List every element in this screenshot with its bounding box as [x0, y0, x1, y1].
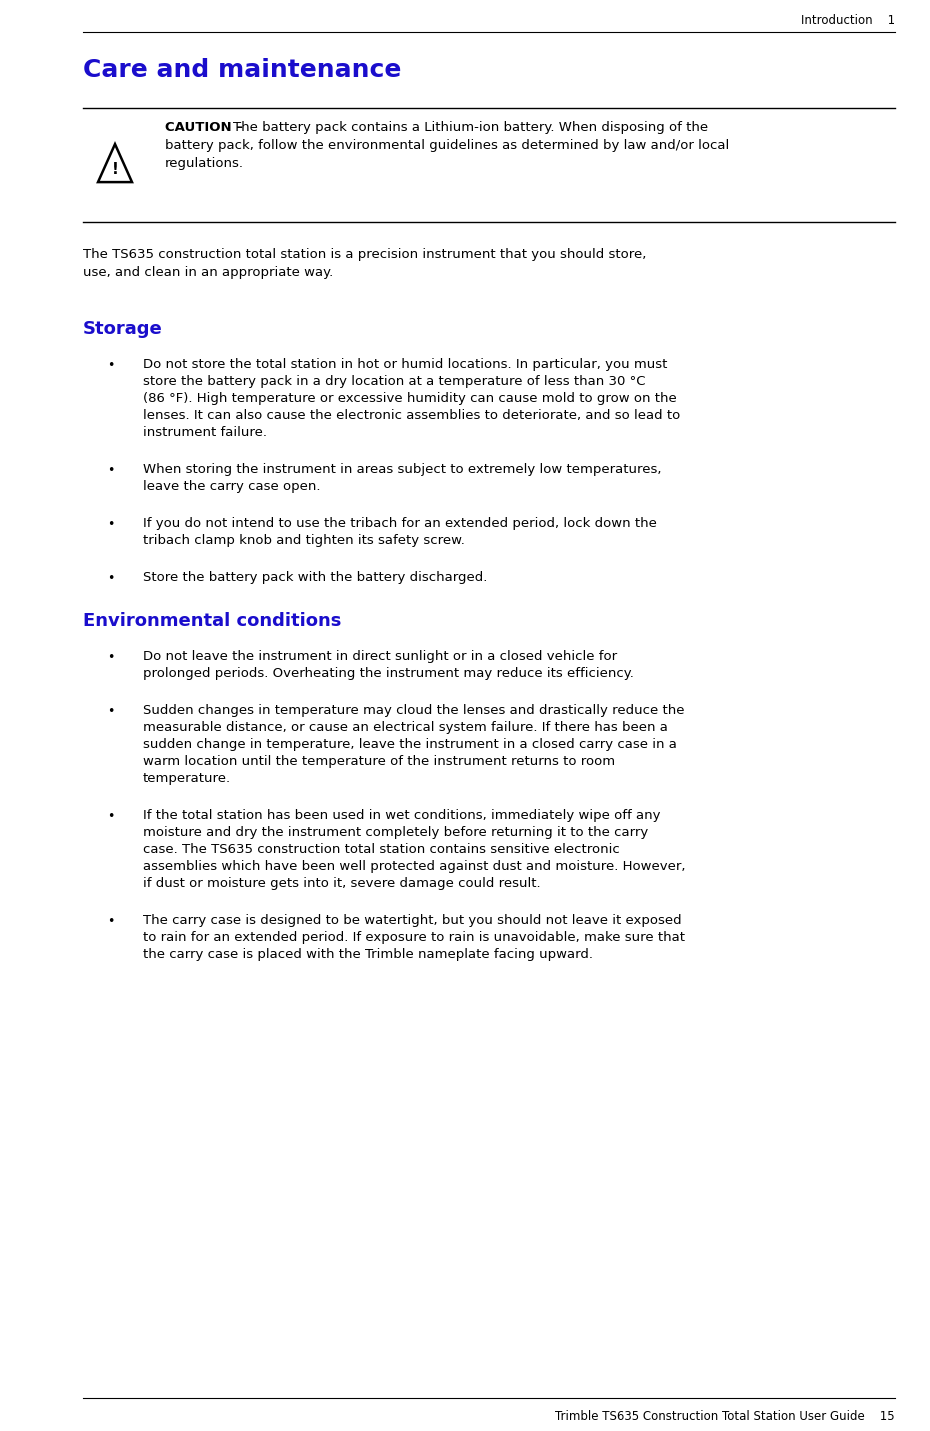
Text: Do not store the total station in hot or humid locations. In particular, you mus: Do not store the total station in hot or…: [143, 358, 668, 371]
Text: CAUTION –: CAUTION –: [165, 122, 243, 135]
Text: •: •: [107, 572, 114, 585]
Text: assemblies which have been well protected against dust and moisture. However,: assemblies which have been well protecte…: [143, 860, 685, 873]
Text: !: !: [112, 162, 118, 176]
Text: Do not leave the instrument in direct sunlight or in a closed vehicle for: Do not leave the instrument in direct su…: [143, 650, 618, 663]
Text: to rain for an extended period. If exposure to rain is unavoidable, make sure th: to rain for an extended period. If expos…: [143, 932, 685, 944]
Text: •: •: [107, 464, 114, 477]
Text: If the total station has been used in wet conditions, immediately wipe off any: If the total station has been used in we…: [143, 809, 660, 821]
Text: Store the battery pack with the battery discharged.: Store the battery pack with the battery …: [143, 571, 487, 584]
Text: regulations.: regulations.: [165, 157, 244, 170]
Text: Environmental conditions: Environmental conditions: [83, 612, 341, 630]
Text: Storage: Storage: [83, 321, 163, 338]
Text: Sudden changes in temperature may cloud the lenses and drastically reduce the: Sudden changes in temperature may cloud …: [143, 704, 684, 717]
Text: temperature.: temperature.: [143, 771, 232, 786]
Text: warm location until the temperature of the instrument returns to room: warm location until the temperature of t…: [143, 756, 615, 768]
Text: use, and clean in an appropriate way.: use, and clean in an appropriate way.: [83, 266, 333, 279]
Text: •: •: [107, 359, 114, 372]
Text: moisture and dry the instrument completely before returning it to the carry: moisture and dry the instrument complete…: [143, 826, 648, 839]
Text: case. The TS635 construction total station contains sensitive electronic: case. The TS635 construction total stati…: [143, 843, 619, 856]
Text: sudden change in temperature, leave the instrument in a closed carry case in a: sudden change in temperature, leave the …: [143, 738, 677, 751]
Text: battery pack, follow the environmental guidelines as determined by law and/or lo: battery pack, follow the environmental g…: [165, 139, 729, 152]
Text: The battery pack contains a Lithium-ion battery. When disposing of the: The battery pack contains a Lithium-ion …: [233, 122, 708, 135]
Text: The carry case is designed to be watertight, but you should not leave it exposed: The carry case is designed to be waterti…: [143, 914, 682, 927]
Text: measurable distance, or cause an electrical system failure. If there has been a: measurable distance, or cause an electri…: [143, 721, 668, 734]
Text: When storing the instrument in areas subject to extremely low temperatures,: When storing the instrument in areas sub…: [143, 464, 661, 477]
Text: the carry case is placed with the Trimble nameplate facing upward.: the carry case is placed with the Trimbl…: [143, 947, 593, 962]
Text: The TS635 construction total station is a precision instrument that you should s: The TS635 construction total station is …: [83, 248, 646, 260]
Text: leave the carry case open.: leave the carry case open.: [143, 479, 321, 494]
Text: tribach clamp knob and tighten its safety screw.: tribach clamp knob and tighten its safet…: [143, 534, 465, 547]
Text: Trimble TS635 Construction Total Station User Guide    15: Trimble TS635 Construction Total Station…: [555, 1410, 895, 1422]
Text: •: •: [107, 914, 114, 927]
Text: prolonged periods. Overheating the instrument may reduce its efficiency.: prolonged periods. Overheating the instr…: [143, 667, 634, 680]
Text: •: •: [107, 810, 114, 823]
Text: If you do not intend to use the tribach for an extended period, lock down the: If you do not intend to use the tribach …: [143, 517, 657, 529]
Text: (86 °F). High temperature or excessive humidity can cause mold to grow on the: (86 °F). High temperature or excessive h…: [143, 392, 677, 405]
Text: •: •: [107, 705, 114, 718]
Text: •: •: [107, 651, 114, 664]
Text: •: •: [107, 518, 114, 531]
Text: Introduction    1: Introduction 1: [801, 14, 895, 27]
Text: if dust or moisture gets into it, severe damage could result.: if dust or moisture gets into it, severe…: [143, 877, 540, 890]
Text: Care and maintenance: Care and maintenance: [83, 59, 402, 82]
Text: store the battery pack in a dry location at a temperature of less than 30 °C: store the battery pack in a dry location…: [143, 375, 645, 388]
Text: lenses. It can also cause the electronic assemblies to deteriorate, and so lead : lenses. It can also cause the electronic…: [143, 409, 680, 422]
Text: instrument failure.: instrument failure.: [143, 426, 267, 439]
